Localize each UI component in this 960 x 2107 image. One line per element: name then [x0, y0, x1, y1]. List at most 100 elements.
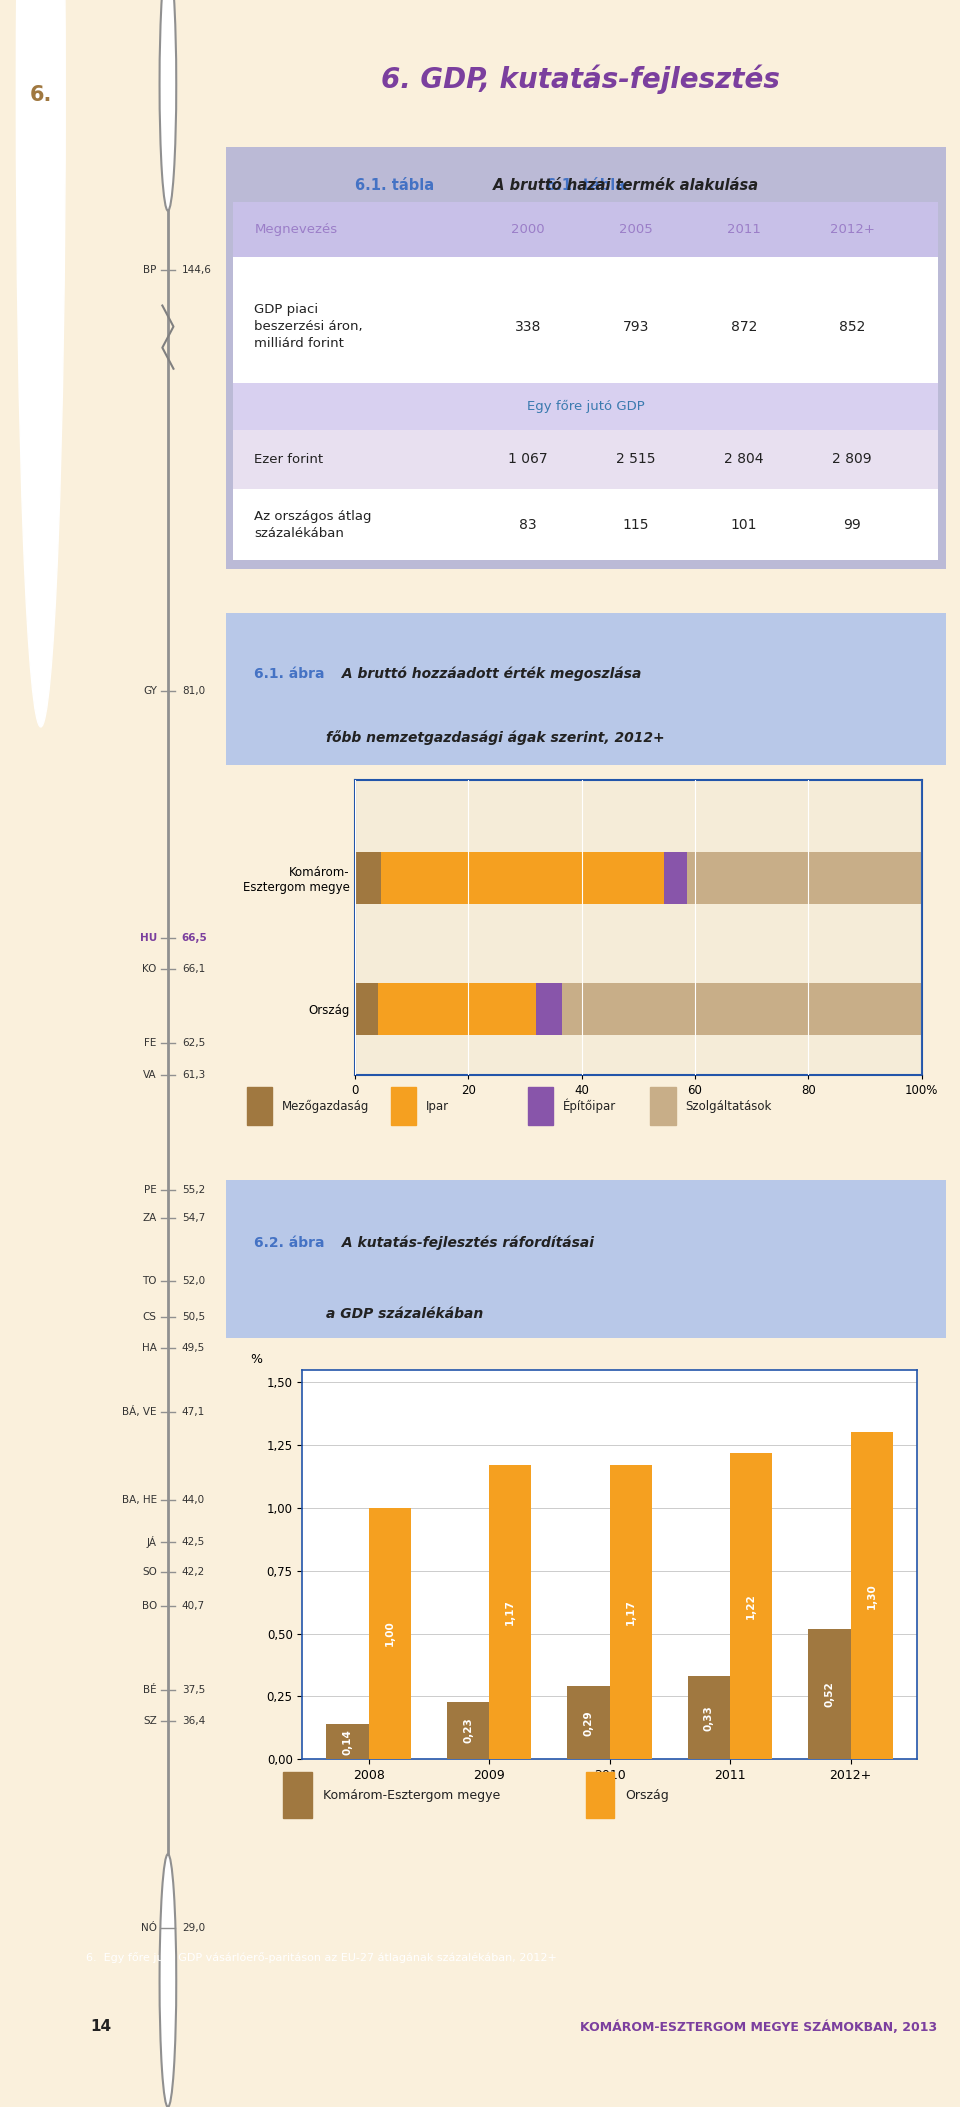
- Text: 42,5: 42,5: [181, 1538, 205, 1547]
- Text: BA, HE: BA, HE: [122, 1496, 156, 1504]
- Text: 0,52: 0,52: [825, 1681, 834, 1707]
- Bar: [355, 851, 381, 904]
- Text: KOMÁROM-ESZTERGOM MEGYE SZÁMOKBAN, 2013: KOMÁROM-ESZTERGOM MEGYE SZÁMOKBAN, 2013: [580, 2021, 937, 2033]
- Bar: [248, 1087, 273, 1125]
- Text: 2011: 2011: [727, 223, 761, 236]
- Text: 6. GDP, kutatás-fejlesztés: 6. GDP, kutatás-fejlesztés: [381, 63, 780, 95]
- Text: Építőipar: Építőipar: [563, 1100, 615, 1112]
- Bar: [232, 202, 938, 257]
- Text: CS: CS: [143, 1313, 156, 1321]
- Text: 61,3: 61,3: [181, 1070, 205, 1079]
- Text: Egy főre jutó GDP: Egy főre jutó GDP: [527, 400, 644, 413]
- Text: 62,5: 62,5: [181, 1039, 205, 1047]
- Text: NÓ: NÓ: [141, 1924, 156, 1932]
- Text: 1 067: 1 067: [508, 453, 548, 466]
- Text: 6.1. ábra: 6.1. ábra: [254, 666, 324, 681]
- Bar: [851, 1433, 893, 1759]
- Text: HA: HA: [142, 1344, 156, 1353]
- Text: 66,1: 66,1: [181, 965, 205, 973]
- Text: 36,4: 36,4: [181, 1717, 205, 1726]
- Text: 37,5: 37,5: [181, 1686, 205, 1694]
- Text: főbb nemzetgazdasági ágak szerint, 2012+: főbb nemzetgazdasági ágak szerint, 2012+: [326, 731, 665, 746]
- Text: 1,17: 1,17: [505, 1599, 516, 1624]
- Text: TO: TO: [142, 1277, 156, 1285]
- Bar: [651, 1087, 676, 1125]
- Bar: [688, 1677, 730, 1759]
- Text: 6.1. tábla: 6.1. tábla: [546, 177, 625, 194]
- FancyBboxPatch shape: [197, 1174, 960, 1344]
- Text: 81,0: 81,0: [181, 687, 204, 695]
- Bar: [686, 851, 922, 904]
- FancyBboxPatch shape: [211, 139, 960, 577]
- Text: 47,1: 47,1: [181, 1407, 205, 1416]
- Bar: [326, 1724, 369, 1759]
- Text: GDP piaci
beszerzési áron,
milliárd forint: GDP piaci beszerzési áron, milliárd fori…: [254, 303, 363, 350]
- Text: Az országos átlag
százalékában: Az országos átlag százalékában: [254, 510, 372, 539]
- Text: 55,2: 55,2: [181, 1186, 205, 1195]
- Text: a GDP százalékában: a GDP százalékában: [326, 1306, 484, 1321]
- Text: 83: 83: [519, 518, 537, 531]
- Text: 29,0: 29,0: [181, 1924, 204, 1932]
- Text: 2 515: 2 515: [616, 453, 656, 466]
- Text: 6.1. tábla: 6.1. tábla: [355, 177, 434, 194]
- Text: JÁ: JÁ: [147, 1536, 156, 1549]
- Text: 338: 338: [515, 320, 541, 333]
- Text: A kutatás-fejlesztés ráfordításai: A kutatás-fejlesztés ráfordításai: [337, 1237, 594, 1249]
- Text: 49,5: 49,5: [181, 1344, 205, 1353]
- Bar: [567, 1686, 610, 1759]
- Text: SO: SO: [142, 1568, 156, 1576]
- Bar: [586, 1772, 614, 1818]
- Bar: [232, 257, 938, 383]
- Text: Mezőgazdaság: Mezőgazdaság: [282, 1100, 370, 1112]
- Text: VA: VA: [143, 1070, 156, 1079]
- Bar: [610, 1464, 652, 1759]
- Text: Ezer forint: Ezer forint: [254, 453, 324, 466]
- Bar: [381, 851, 664, 904]
- Text: 2 804: 2 804: [724, 453, 764, 466]
- Bar: [664, 851, 686, 904]
- Text: GY: GY: [143, 687, 156, 695]
- Text: 1,00: 1,00: [385, 1620, 395, 1646]
- Text: 6.2. ábra: 6.2. ábra: [254, 1237, 324, 1249]
- Text: 852: 852: [839, 320, 865, 333]
- Text: A bruttó hazai termék alakulása: A bruttó hazai termék alakulása: [489, 177, 758, 194]
- Text: PE: PE: [144, 1186, 156, 1195]
- Text: 40,7: 40,7: [181, 1601, 204, 1610]
- Bar: [369, 1509, 411, 1759]
- Text: 52,0: 52,0: [181, 1277, 204, 1285]
- Text: 2005: 2005: [619, 223, 653, 236]
- Text: SZ: SZ: [143, 1717, 156, 1726]
- Bar: [537, 982, 562, 1035]
- Text: 66,5: 66,5: [181, 933, 207, 942]
- Bar: [808, 1629, 851, 1759]
- Circle shape: [159, 1854, 177, 2107]
- Text: 0,33: 0,33: [704, 1705, 714, 1730]
- Text: 2 809: 2 809: [832, 453, 872, 466]
- Bar: [528, 1087, 553, 1125]
- Text: 115: 115: [623, 518, 649, 531]
- Circle shape: [16, 0, 65, 727]
- Text: Ország: Ország: [625, 1789, 669, 1801]
- FancyBboxPatch shape: [197, 607, 960, 771]
- Text: Szolgáltatások: Szolgáltatások: [685, 1100, 771, 1112]
- Text: 872: 872: [731, 320, 757, 333]
- Bar: [232, 383, 938, 430]
- Text: 1,22: 1,22: [746, 1593, 756, 1618]
- Text: 1,30: 1,30: [867, 1582, 876, 1610]
- Text: 2000: 2000: [511, 223, 545, 236]
- Text: FE: FE: [144, 1039, 156, 1047]
- Bar: [562, 982, 922, 1035]
- Text: 99: 99: [843, 518, 861, 531]
- Text: Ipar: Ipar: [426, 1100, 449, 1112]
- Bar: [283, 1772, 312, 1818]
- Text: A bruttó hozzáadott érték megoszlása: A bruttó hozzáadott érték megoszlása: [337, 666, 641, 681]
- Text: 54,7: 54,7: [181, 1214, 205, 1222]
- Bar: [730, 1452, 772, 1759]
- Text: 0,14: 0,14: [343, 1730, 352, 1755]
- Bar: [232, 489, 938, 560]
- Text: 0,29: 0,29: [584, 1711, 593, 1736]
- Text: 0,23: 0,23: [463, 1717, 473, 1742]
- Text: 1,17: 1,17: [626, 1599, 636, 1624]
- Text: 50,5: 50,5: [181, 1313, 204, 1321]
- Text: BÁ, VE: BÁ, VE: [122, 1405, 156, 1418]
